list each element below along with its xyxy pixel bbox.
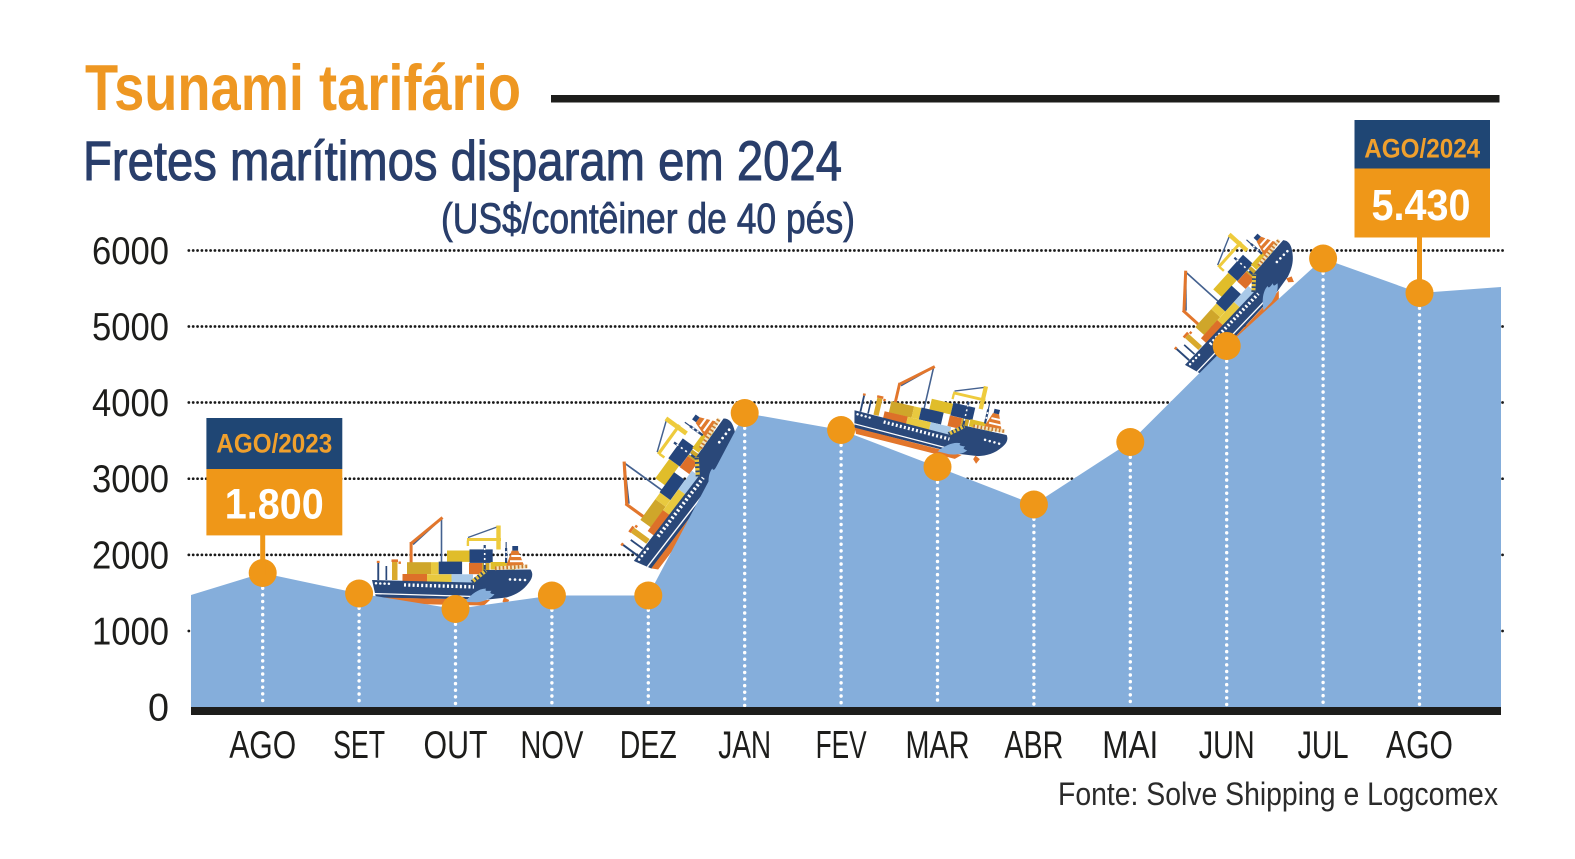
svg-text:NOV: NOV (520, 724, 583, 767)
svg-text:6000: 6000 (92, 230, 169, 273)
svg-text:OUT: OUT (424, 724, 488, 767)
svg-text:MAI: MAI (1102, 724, 1158, 767)
svg-text:JAN: JAN (718, 724, 771, 767)
svg-text:1.800: 1.800 (225, 481, 324, 529)
svg-text:AGO/2023: AGO/2023 (216, 429, 332, 459)
svg-text:5.430: 5.430 (1372, 181, 1471, 230)
svg-text:1000: 1000 (92, 611, 169, 654)
svg-text:Fonte: Solve Shipping e Logcom: Fonte: Solve Shipping e Logcomex (1058, 776, 1498, 812)
svg-text:DEZ: DEZ (620, 724, 677, 767)
svg-text:Fretes marítimos disparam em 2: Fretes marítimos disparam em 2024 (83, 129, 842, 192)
svg-text:JUN: JUN (1199, 724, 1255, 767)
svg-text:FEV: FEV (816, 724, 867, 767)
svg-text:3000: 3000 (92, 458, 169, 501)
svg-text:4000: 4000 (92, 382, 169, 425)
svg-text:0: 0 (148, 687, 169, 730)
svg-text:JUL: JUL (1298, 724, 1349, 767)
svg-text:MAR: MAR (906, 724, 970, 767)
svg-text:2000: 2000 (92, 534, 169, 577)
svg-text:Tsunami tarifário: Tsunami tarifário (85, 51, 521, 124)
svg-text:ABR: ABR (1004, 724, 1063, 767)
svg-text:AGO/2024: AGO/2024 (1364, 133, 1480, 163)
svg-text:(US$/contêiner de 40 pés): (US$/contêiner de 40 pés) (441, 195, 855, 243)
svg-text:AGO: AGO (1386, 724, 1453, 767)
svg-text:AGO: AGO (229, 724, 296, 767)
svg-text:5000: 5000 (92, 306, 169, 349)
svg-text:SET: SET (333, 724, 385, 767)
